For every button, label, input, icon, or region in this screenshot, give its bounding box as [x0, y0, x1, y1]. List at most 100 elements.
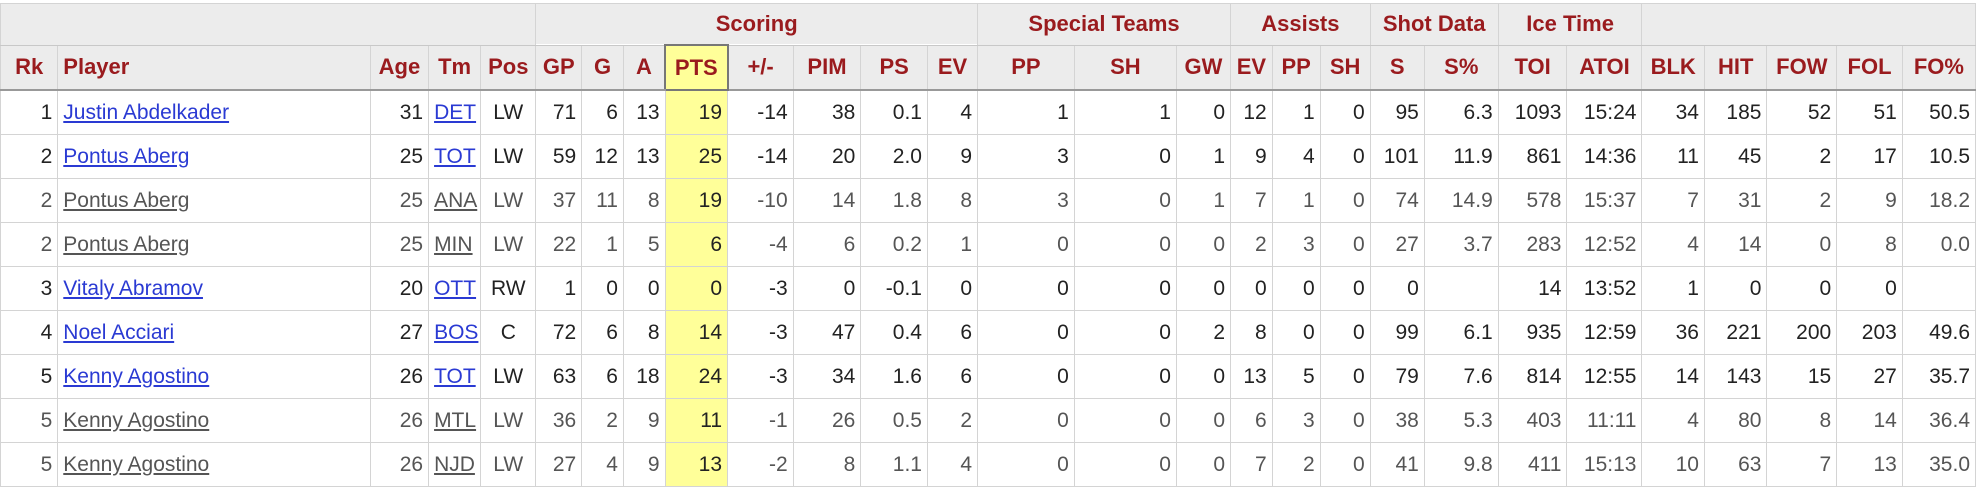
column-header-ash[interactable]: SH [1319, 44, 1371, 91]
player-link[interactable]: Justin Abdelkader [63, 100, 230, 124]
cell-s: 95 [1369, 89, 1425, 135]
column-header-atoi[interactable]: ATOI [1566, 44, 1643, 91]
column-header-fopct[interactable]: FO% [1901, 44, 1976, 91]
team-link[interactable]: OTT [434, 276, 477, 300]
column-header-player[interactable]: Player [57, 44, 371, 91]
column-header-pos[interactable]: Pos [480, 44, 537, 91]
cell-player: Vitaly Abramov [57, 266, 371, 311]
team-link[interactable]: MTL [434, 408, 477, 432]
cell-ash: 0 [1319, 89, 1371, 135]
team-link[interactable]: ANA [434, 188, 478, 212]
cell-gp: 71 [535, 89, 583, 135]
player-link[interactable]: Kenny Agostino [63, 364, 210, 388]
column-header-pm[interactable]: +/- [727, 44, 794, 91]
cell-tm: MIN [428, 222, 482, 267]
cell-gw: 0 [1175, 89, 1232, 135]
cell-gp: 36 [535, 398, 583, 443]
table-row: 3 Vitaly Abramov 20 OTT RW 1 0 0 0 -3 0 -0.1 0 0 0 0 0 0 0… [0, 266, 1976, 311]
column-header-g[interactable]: G [581, 44, 624, 91]
team-link[interactable]: TOT [434, 364, 476, 388]
cell-pim: 8 [792, 442, 862, 487]
cell-s: 74 [1369, 178, 1425, 223]
cell-blk: 14 [1641, 354, 1705, 399]
column-header-toi[interactable]: TOI [1497, 44, 1568, 91]
column-header-ev[interactable]: EV [926, 44, 979, 91]
cell-blk: 34 [1641, 89, 1705, 135]
cell-aev: 13 [1230, 354, 1273, 399]
cell-g: 6 [581, 310, 624, 355]
team-link[interactable]: DET [434, 100, 477, 124]
player-link[interactable]: Kenny Agostino [63, 452, 210, 476]
cell-pos: LW [480, 89, 537, 135]
cell-sh: 1 [1073, 89, 1177, 135]
column-header-rk[interactable]: Rk [0, 44, 59, 91]
table-body: 1 Justin Abdelkader 31 DET LW 71 6 13 19 -14 38 0.1… [0, 89, 1976, 487]
team-link[interactable]: BOS [434, 320, 479, 344]
team-link[interactable]: MIN [434, 232, 473, 256]
column-header-pim[interactable]: PIM [792, 44, 862, 91]
cell-age: 25 [369, 178, 430, 223]
column-header-s[interactable]: S [1369, 44, 1425, 91]
column-header-spct[interactable]: S% [1423, 44, 1499, 91]
cell-blk: 36 [1641, 310, 1705, 355]
player-link[interactable]: Pontus Aberg [63, 232, 190, 256]
column-header-aev[interactable]: EV [1230, 44, 1273, 91]
column-header-gp[interactable]: GP [535, 44, 583, 91]
cell-fopct: 10.5 [1901, 134, 1976, 179]
cell-pos: RW [480, 266, 537, 311]
cell-fopct: 49.6 [1901, 310, 1976, 355]
cell-fow: 2 [1766, 178, 1838, 223]
cell-a: 5 [622, 222, 666, 267]
column-header-gw[interactable]: GW [1175, 44, 1232, 91]
cell-s: 41 [1369, 442, 1425, 487]
cell-spct: 6.1 [1423, 310, 1499, 355]
cell-age: 25 [369, 134, 430, 179]
column-header-pts[interactable]: PTS [664, 44, 729, 91]
cell-app: 5 [1271, 354, 1321, 399]
cell-ps: 0.2 [860, 222, 928, 267]
cell-toi: 14 [1497, 266, 1568, 311]
cell-age: 26 [369, 398, 430, 443]
column-header-pp[interactable]: PP [977, 44, 1075, 91]
cell-hit: 63 [1703, 442, 1768, 487]
player-link[interactable]: Pontus Aberg [63, 144, 190, 168]
cell-toi: 403 [1497, 398, 1568, 443]
column-header-ps[interactable]: PS [860, 44, 928, 91]
team-link[interactable]: NJD [434, 452, 475, 476]
column-header-fol[interactable]: FOL [1836, 44, 1903, 91]
cell-s: 99 [1369, 310, 1425, 355]
player-link[interactable]: Pontus Aberg [63, 188, 190, 212]
cell-age: 20 [369, 266, 430, 311]
cell-gp: 22 [535, 222, 583, 267]
cell-s: 101 [1369, 134, 1425, 179]
cell-pos: LW [480, 222, 537, 267]
column-header-hit[interactable]: HIT [1703, 44, 1768, 91]
cell-age: 26 [369, 354, 430, 399]
cell-pts: 19 [664, 178, 729, 223]
cell-app: 1 [1271, 178, 1321, 223]
cell-ev: 9 [926, 134, 979, 179]
cell-pm: -3 [727, 354, 794, 399]
cell-atoi: 15:37 [1566, 178, 1643, 223]
column-header-age[interactable]: Age [369, 44, 430, 91]
cell-hit: 185 [1703, 89, 1768, 135]
team-link[interactable]: TOT [434, 144, 476, 168]
player-link[interactable]: Noel Acciari [63, 320, 175, 344]
player-link[interactable]: Vitaly Abramov [63, 276, 203, 300]
cell-spct: 11.9 [1423, 134, 1499, 179]
cell-pm: -3 [727, 310, 794, 355]
player-link[interactable]: Kenny Agostino [63, 408, 210, 432]
column-header-fow[interactable]: FOW [1766, 44, 1838, 91]
column-header-a[interactable]: A [622, 44, 666, 91]
column-header-blk[interactable]: BLK [1641, 44, 1705, 91]
cell-ps: 0.1 [860, 89, 928, 135]
cell-rk: 5 [0, 354, 59, 399]
cell-app: 0 [1271, 310, 1321, 355]
column-header-sh[interactable]: SH [1073, 44, 1177, 91]
cell-gw: 2 [1175, 310, 1232, 355]
cell-pim: 26 [792, 398, 862, 443]
column-header-tm[interactable]: Tm [428, 44, 482, 91]
column-header-app[interactable]: PP [1271, 44, 1321, 91]
cell-s: 27 [1369, 222, 1425, 267]
cell-fow: 200 [1766, 310, 1838, 355]
